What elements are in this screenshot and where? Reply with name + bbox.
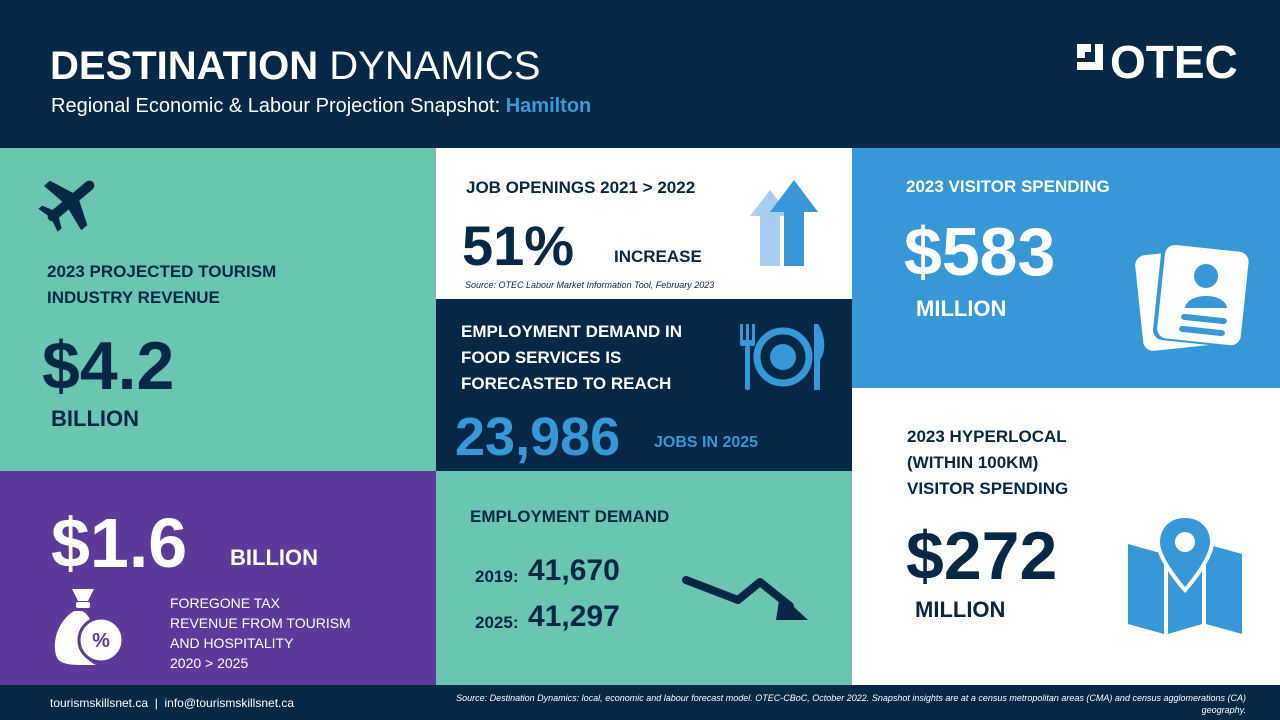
food-services-value: 23,986 [455, 407, 621, 467]
hyperlocal-label-2: (WITHIN 100KM) [907, 453, 1039, 472]
footer-source-2: geography. [1201, 705, 1246, 715]
employment-demand-tile [436, 471, 852, 685]
job-openings-tile [436, 148, 852, 299]
footer-source-1: Source: Destination Dynamics: local, eco… [456, 693, 1246, 703]
food-services-label-2: FOOD SERVICES IS [461, 348, 622, 367]
foregone-tax-unit: BILLION [230, 545, 318, 570]
tourism-revenue-label-2: INDUSTRY REVENUE [47, 288, 220, 307]
hyperlocal-unit: MILLION [915, 597, 1006, 622]
passport-icon [1135, 242, 1251, 351]
food-services-unit: JOBS IN 2025 [654, 434, 759, 451]
title-bold: DESTINATION [50, 44, 319, 88]
footer-source: Source: Destination Dynamics: local, eco… [380, 692, 1246, 716]
food-services-label-1: EMPLOYMENT DEMAND IN [461, 322, 682, 341]
plate-fork-knife-icon [740, 324, 825, 390]
footer [0, 685, 1280, 720]
footer-contact: tourismskillsnet.ca | info@tourismskills… [50, 696, 295, 710]
food-services-label-3: FORECASTED TO REACH [461, 374, 672, 393]
job-openings-value: 51% [462, 214, 575, 277]
otec-logo-icon [1077, 44, 1103, 70]
tourism-revenue-label-1: 2023 PROJECTED TOURISM [47, 262, 277, 281]
employment-demand-label: EMPLOYMENT DEMAND [470, 507, 670, 526]
map-pin-icon [1128, 514, 1242, 634]
subtitle-prefix: Regional Economic & Labour Projection Sn… [51, 95, 506, 117]
title-light: DYNAMICS [329, 44, 541, 88]
tourism-revenue-unit: BILLION [51, 406, 139, 431]
airplane-icon [38, 180, 95, 232]
page-title: DESTINATION DYNAMICS [50, 42, 540, 90]
hyperlocal-label-1: 2023 HYPERLOCAL [907, 427, 1067, 446]
money-bag-percent-icon: % [54, 589, 125, 665]
employment-value-2019: 41,670 [528, 554, 620, 587]
job-openings-label: JOB OPENINGS 2021 > 2022 [466, 178, 696, 197]
visitor-spending-value: $583 [904, 214, 1056, 290]
job-openings-unit: INCREASE [614, 247, 702, 266]
foregone-tax-desc-4: 2020 > 2025 [170, 655, 249, 671]
trend-down-arrow-icon [682, 576, 808, 620]
job-openings-source: Source: OTEC Labour Market Information T… [465, 280, 715, 290]
employment-value-2025: 41,297 [528, 600, 620, 633]
tourism-revenue-value: $4.2 [42, 328, 175, 404]
otec-logo: OTEC [1110, 36, 1238, 88]
visitor-spending-label: 2023 VISITOR SPENDING [906, 177, 1110, 196]
employment-year-2019: 2019: [475, 567, 519, 586]
foregone-tax-desc-1: FOREGONE TAX [170, 595, 280, 611]
visitor-spending-unit: MILLION [916, 296, 1007, 321]
subtitle-city: Hamilton [505, 95, 592, 117]
foregone-tax-desc-3: AND HOSPITALITY [170, 635, 294, 651]
up-arrows-icon [750, 180, 818, 266]
page-subtitle: Regional Economic & Labour Projection Sn… [51, 95, 591, 118]
foregone-tax-desc-2: REVENUE FROM TOURISM [170, 615, 351, 631]
hyperlocal-value: $272 [906, 518, 1058, 594]
header [0, 0, 1280, 148]
employment-year-2025: 2025: [475, 613, 519, 632]
foregone-tax-value: $1.6 [51, 504, 188, 582]
foregone-tax-desc: FOREGONE TAX REVENUE FROM TOURISM AND HO… [170, 593, 351, 673]
hyperlocal-label-3: VISITOR SPENDING [907, 479, 1069, 498]
svg-text:%: % [92, 630, 110, 652]
